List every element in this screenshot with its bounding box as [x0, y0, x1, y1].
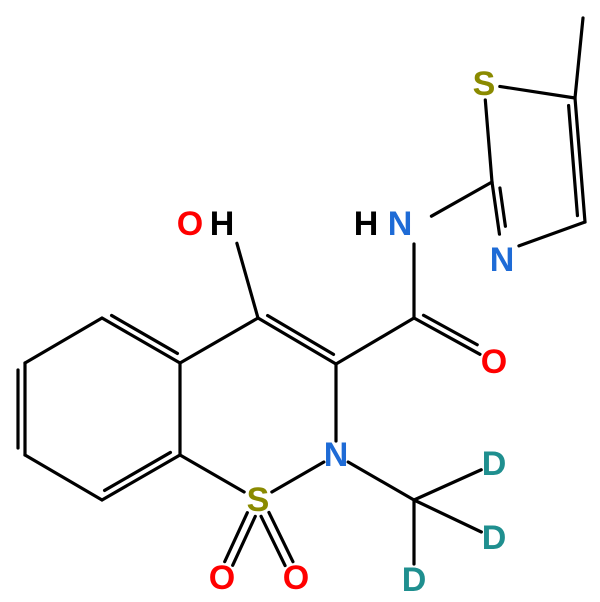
atom-label: N	[388, 205, 413, 243]
atom-label: D	[482, 519, 507, 557]
atom-label: N	[324, 436, 349, 474]
atom-label: H	[210, 205, 235, 243]
atom-label: O	[283, 559, 309, 597]
atom-label: H	[354, 205, 379, 243]
atom-label: O	[481, 343, 507, 381]
molecule-diagram: SNOOODDDNSOHHN	[0, 0, 600, 602]
atom-label: S	[247, 481, 270, 519]
atom-label: O	[177, 205, 203, 243]
atom-label: D	[482, 445, 507, 483]
atom-label: S	[473, 65, 496, 103]
atom-label: N	[490, 241, 515, 279]
atom-label: D	[402, 561, 427, 599]
atom-label: O	[209, 559, 235, 597]
